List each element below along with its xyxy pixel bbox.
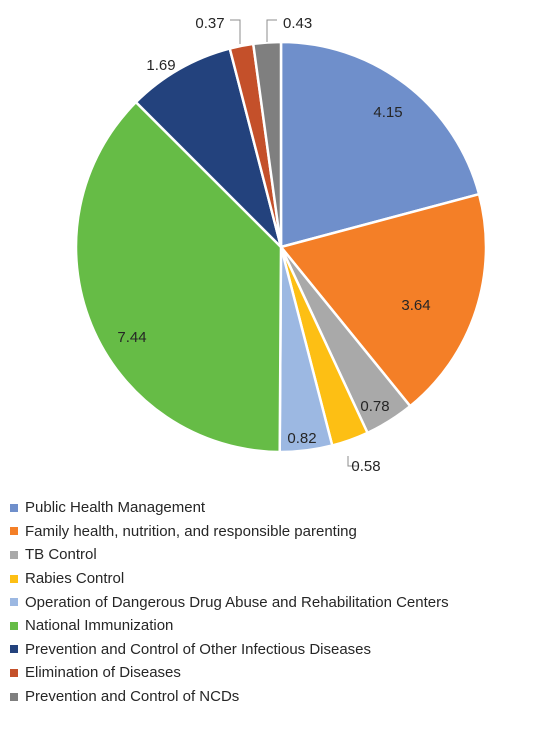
legend-item-operation-of-dangerous-drug-abuse-and-rehabilitation-centers: Operation of Dangerous Drug Abuse and Re… [10, 590, 449, 614]
legend-swatch [10, 645, 18, 653]
legend-item-prevention-and-control-of-other-infectious-diseases: Prevention and Control of Other Infectio… [10, 638, 449, 662]
legend-item-tb-control: TB Control [10, 543, 449, 567]
data-label-operation-of-dangerous-drug-abuse-and-rehabilitation-centers: 0.82 [287, 430, 316, 447]
data-label-family-health-nutrition-and-responsible-parenting: 3.64 [401, 297, 430, 314]
legend-swatch [10, 693, 18, 701]
data-label-rabies-control: 0.58 [351, 458, 380, 475]
legend-swatch [10, 504, 18, 512]
legend: Public Health Management Family health, n… [10, 496, 449, 708]
legend-item-public-health-management: Public Health Management [10, 496, 449, 520]
legend-label: Prevention and Control of NCDs [25, 688, 239, 705]
data-label-national-immunization: 7.44 [117, 329, 146, 346]
legend-label: National Immunization [25, 617, 173, 634]
legend-swatch [10, 575, 18, 583]
legend-swatch [10, 669, 18, 677]
pie-svg: 4.15 3.64 0.78 0.58 0.82 7.44 1.69 0.37 0.43 [0, 0, 551, 490]
pie-slices [76, 42, 486, 452]
leader-line-elimination-of-diseases [230, 20, 240, 44]
legend-label: Family health, nutrition, and responsibl… [25, 523, 357, 540]
legend-item-national-immunization: National Immunization [10, 614, 449, 638]
leader-line-prevention-and-control-of-ncds [267, 20, 277, 42]
legend-label: Operation of Dangerous Drug Abuse and Re… [25, 594, 449, 611]
legend-label: Elimination of Diseases [25, 664, 181, 681]
legend-item-family-health-nutrition-and-responsible-parenting: Family health, nutrition, and responsibl… [10, 520, 449, 544]
legend-label: TB Control [25, 546, 97, 563]
legend-swatch [10, 622, 18, 630]
legend-swatch [10, 527, 18, 535]
legend-label: Prevention and Control of Other Infectio… [25, 641, 371, 658]
data-label-prevention-and-control-of-ncds: 0.43 [283, 15, 312, 32]
data-label-public-health-management: 4.15 [373, 104, 402, 121]
legend-label: Rabies Control [25, 570, 124, 587]
data-label-elimination-of-diseases: 0.37 [195, 15, 224, 32]
legend-item-rabies-control: Rabies Control [10, 567, 449, 591]
legend-swatch [10, 551, 18, 559]
legend-item-elimination-of-diseases: Elimination of Diseases [10, 661, 449, 685]
legend-label: Public Health Management [25, 499, 205, 516]
legend-item-prevention-and-control-of-ncds: Prevention and Control of NCDs [10, 685, 449, 709]
legend-swatch [10, 598, 18, 606]
data-label-prevention-and-control-of-other-infectious-diseases: 1.69 [146, 57, 175, 74]
data-label-tb-control: 0.78 [360, 398, 389, 415]
